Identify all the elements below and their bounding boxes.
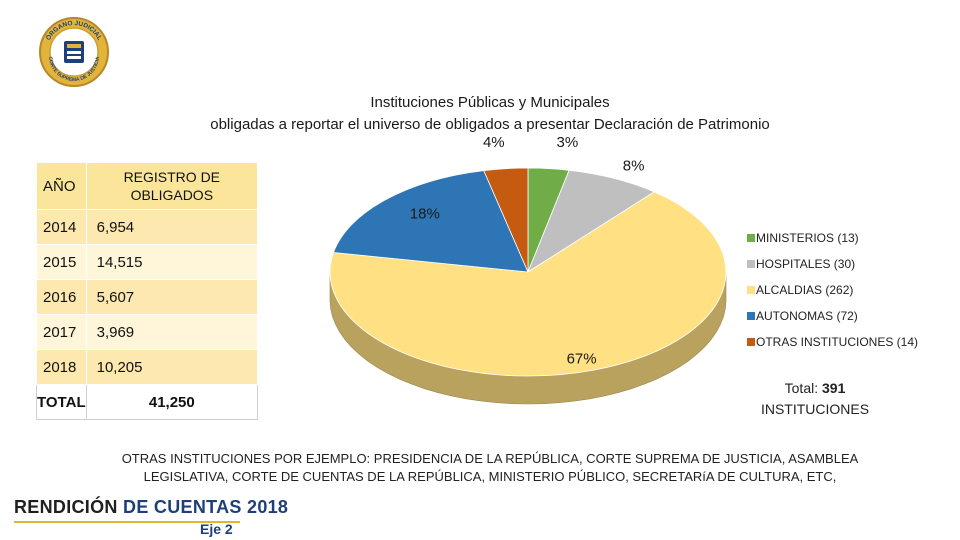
- pie-slice-3: [332, 170, 529, 273]
- row-value: 5,607: [85, 279, 259, 315]
- header-year: AÑO: [36, 162, 87, 210]
- row-value: 14,515: [85, 244, 259, 280]
- row-year: 2018: [36, 349, 87, 385]
- footer-divider: [14, 521, 240, 523]
- title-line-2: obligadas a reportar el universo de obli…: [210, 116, 770, 133]
- pie-percent-label-0: 3%: [557, 134, 579, 151]
- table-header-row: AÑO REGISTRO DE OBLIGADOS: [36, 162, 259, 210]
- legend-swatch: [747, 312, 755, 320]
- organo-judicial-seal-logo: ÓRGANO JUDICIAL CORTE SUPREMA DE JUSTICI…: [39, 17, 109, 87]
- row-value: 6,954: [85, 209, 259, 245]
- legend-item-hospitales: HOSPITALES (30): [747, 254, 918, 280]
- legend-item-alcaldias: ALCALDIAS (262): [747, 280, 918, 306]
- total-value: 391: [822, 380, 846, 396]
- footnote-otras-instituciones: OTRAS INSTITUCIONES POR EJEMPLO: PRESIDE…: [121, 451, 859, 484]
- pie-percent-label-3: 18%: [410, 206, 440, 223]
- pie-percent-label-4: 4%: [483, 134, 505, 151]
- brand-part-1: RENDICIÓN: [14, 497, 118, 517]
- row-year: 2014: [36, 209, 87, 245]
- pie-slice-2: [329, 191, 727, 377]
- row-year: 2016: [36, 279, 87, 315]
- legend-item-otras: OTRAS INSTITUCIONES (14): [747, 332, 918, 358]
- row-value: 10,205: [85, 349, 259, 385]
- total-unit: INSTITUCIONES: [760, 401, 870, 417]
- pie-percent-label-2: 67%: [567, 350, 597, 367]
- footer-eje-label: Eje 2: [200, 521, 233, 537]
- table-row: 2016 5,607: [36, 279, 259, 315]
- pie-slice-4: [483, 167, 529, 273]
- registro-obligados-table: AÑO REGISTRO DE OBLIGADOS 2014 6,954 201…: [36, 162, 259, 420]
- header-registro: REGISTRO DE OBLIGADOS: [85, 162, 259, 210]
- total-value: 41,250: [85, 384, 259, 420]
- title-line-1: Instituciones Públicas y Municipales: [370, 94, 610, 111]
- row-year: 2017: [36, 314, 87, 350]
- chart-legend: MINISTERIOS (13) HOSPITALES (30) ALCALDI…: [747, 228, 918, 358]
- table-row: 2018 10,205: [36, 349, 259, 385]
- legend-label: OTRAS INSTITUCIONES (14): [756, 335, 919, 349]
- legend-label: ALCALDIAS (262): [756, 283, 854, 297]
- legend-label: MINISTERIOS (13): [756, 231, 859, 245]
- row-year: 2015: [36, 244, 87, 280]
- table-row: 2015 14,515: [36, 244, 259, 280]
- legend-swatch: [747, 338, 755, 346]
- legend-swatch: [747, 260, 755, 268]
- brand-part-2: DE CUENTAS 2018: [123, 497, 289, 517]
- footer-brand-logo: RENDICIÓN DE CUENTAS 2018: [14, 497, 288, 518]
- pie-slice-1: [527, 169, 656, 274]
- legend-label: AUTONOMAS (72): [756, 309, 858, 323]
- legend-swatch: [747, 234, 755, 242]
- table-row: 2014 6,954: [36, 209, 259, 245]
- legend-swatch: [747, 286, 755, 294]
- total-label: TOTAL: [36, 384, 87, 420]
- legend-label: HOSPITALES (30): [756, 257, 856, 271]
- total-institutions: Total: 391 INSTITUCIONES: [745, 378, 885, 420]
- chart-title: Instituciones Públicas y Municipales obl…: [120, 92, 860, 136]
- total-label: Total:: [784, 380, 819, 396]
- legend-item-autonomas: AUTONOMAS (72): [747, 306, 918, 332]
- table-total-row: TOTAL 41,250: [36, 384, 259, 420]
- pie-percent-label-1: 8%: [623, 158, 645, 175]
- legend-item-ministerios: MINISTERIOS (13): [747, 228, 918, 254]
